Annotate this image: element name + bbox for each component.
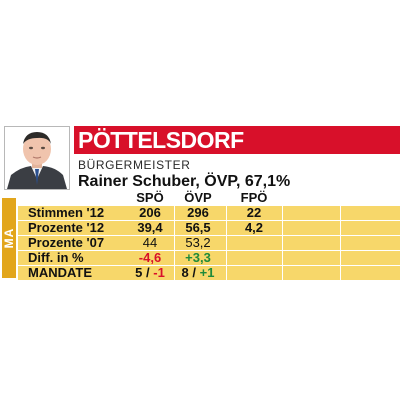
column-divider	[340, 251, 341, 265]
column-divider	[340, 266, 341, 280]
table-row-mandate: MANDATE 5 / -1 8 / +1	[18, 266, 400, 280]
column-divider	[174, 236, 175, 250]
cell-spoe: 5 / -1	[128, 266, 172, 280]
cell-fpoe	[232, 251, 276, 265]
row-label: Diff. in %	[28, 250, 84, 265]
cell-fpoe	[232, 236, 276, 250]
mayor-name: Rainer Schuber, ÖVP, 67,1%	[78, 173, 291, 190]
side-tab-label: MA	[2, 227, 16, 249]
mandate-change: -1	[153, 265, 165, 280]
column-header-spoe: SPÖ	[136, 190, 164, 205]
column-divider	[282, 236, 283, 250]
mandate-separator: /	[146, 265, 150, 280]
cell-oevp: 8 / +1	[176, 266, 220, 280]
mandate-seats: 8	[181, 265, 189, 280]
cell-oevp: +3,3	[185, 250, 211, 265]
row-label: MANDATE	[28, 265, 93, 280]
column-divider	[226, 236, 227, 250]
column-divider	[340, 221, 341, 235]
cell-oevp: 53,2	[185, 235, 211, 250]
mayor-photo	[4, 126, 70, 190]
cell-spoe: 206	[139, 205, 161, 220]
municipality-title: PÖTTELSDORF	[78, 127, 244, 153]
column-divider	[174, 251, 175, 265]
mandate-seats: 5	[135, 265, 143, 280]
row-label: Prozente '12	[28, 220, 105, 235]
column-divider	[282, 251, 283, 265]
election-result-card: PÖTTELSDORF BÜRGERMEISTER Rainer Schuber…	[0, 122, 400, 280]
table-row-stimmen-12: Stimmen '12 206 296 22	[18, 206, 400, 220]
title-bar: PÖTTELSDORF	[74, 126, 400, 154]
row-label: Prozente '07	[28, 235, 105, 250]
cell-spoe: 39,4	[137, 220, 163, 235]
column-divider	[226, 251, 227, 265]
cell-fpoe: 22	[246, 205, 262, 220]
column-divider	[226, 221, 227, 235]
column-divider	[174, 221, 175, 235]
column-header-oevp: ÖVP	[184, 190, 212, 205]
cell-spoe: 44	[142, 235, 158, 250]
cell-oevp: 56,5	[185, 220, 211, 235]
table-row-diff: Diff. in % -4,6 +3,3	[18, 251, 400, 265]
column-header-fpoe: FPÖ	[240, 190, 268, 205]
role-label: BÜRGERMEISTER	[78, 158, 191, 172]
row-label: Stimmen '12	[28, 205, 105, 220]
column-divider	[226, 206, 227, 220]
table-row-prozente-07: Prozente '07 44 53,2	[18, 236, 400, 250]
cell-oevp: 296	[187, 205, 209, 220]
cell-fpoe: 4,2	[244, 220, 264, 235]
column-divider	[340, 206, 341, 220]
column-divider	[340, 236, 341, 250]
side-tab: MA	[2, 198, 16, 278]
cell-spoe: -4,6	[138, 250, 162, 265]
column-divider	[174, 206, 175, 220]
column-divider	[282, 221, 283, 235]
table-row-prozente-12: Prozente '12 39,4 56,5 4,2	[18, 221, 400, 235]
mandate-change: +1	[199, 265, 215, 280]
column-divider	[226, 266, 227, 280]
column-divider	[174, 266, 175, 280]
mandate-separator: /	[192, 265, 197, 280]
column-divider	[282, 206, 283, 220]
column-divider	[282, 266, 283, 280]
